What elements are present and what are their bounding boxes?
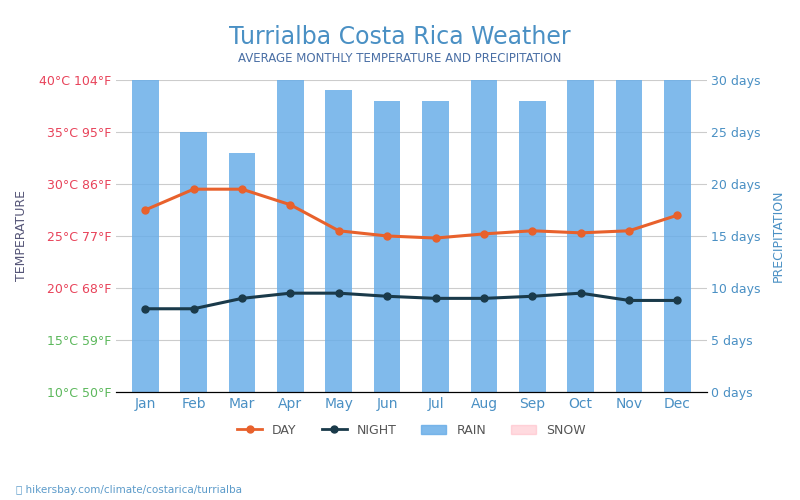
Bar	[616, 80, 642, 496]
NIGHT	[527, 294, 537, 300]
Y-axis label: TEMPERATURE: TEMPERATURE	[15, 190, 28, 282]
Bar	[180, 132, 207, 496]
Bar	[567, 80, 594, 496]
DAY	[527, 228, 537, 234]
Bar	[277, 80, 304, 496]
DAY	[479, 231, 489, 237]
DAY	[382, 233, 392, 239]
Text: AVERAGE MONTHLY TEMPERATURE AND PRECIPITATION: AVERAGE MONTHLY TEMPERATURE AND PRECIPIT…	[238, 52, 562, 66]
DAY	[673, 212, 682, 218]
NIGHT	[189, 306, 198, 312]
Bar	[132, 80, 158, 496]
DAY	[576, 230, 586, 236]
DAY	[286, 202, 295, 208]
Bar	[374, 101, 401, 496]
NIGHT	[286, 290, 295, 296]
NIGHT	[430, 296, 440, 302]
Line: DAY: DAY	[142, 186, 681, 242]
DAY	[189, 186, 198, 192]
DAY	[334, 228, 343, 234]
NIGHT	[576, 290, 586, 296]
Text: 🌍 hikersbay.com/climate/costarica/turrialba: 🌍 hikersbay.com/climate/costarica/turria…	[16, 485, 242, 495]
Bar	[470, 80, 498, 496]
NIGHT	[673, 298, 682, 304]
NIGHT	[382, 294, 392, 300]
Text: Turrialba Costa Rica Weather: Turrialba Costa Rica Weather	[229, 25, 571, 49]
DAY	[624, 228, 634, 234]
NIGHT	[238, 296, 247, 302]
Legend: DAY, NIGHT, RAIN, SNOW: DAY, NIGHT, RAIN, SNOW	[232, 419, 590, 442]
NIGHT	[624, 298, 634, 304]
Y-axis label: PRECIPITATION: PRECIPITATION	[772, 190, 785, 282]
DAY	[238, 186, 247, 192]
DAY	[430, 235, 440, 241]
Bar	[664, 80, 691, 496]
Bar	[519, 101, 546, 496]
Bar	[422, 101, 449, 496]
NIGHT	[334, 290, 343, 296]
Bar	[229, 153, 255, 496]
Bar	[326, 90, 352, 496]
DAY	[141, 207, 150, 213]
NIGHT	[479, 296, 489, 302]
Line: NIGHT: NIGHT	[142, 290, 681, 312]
NIGHT	[141, 306, 150, 312]
